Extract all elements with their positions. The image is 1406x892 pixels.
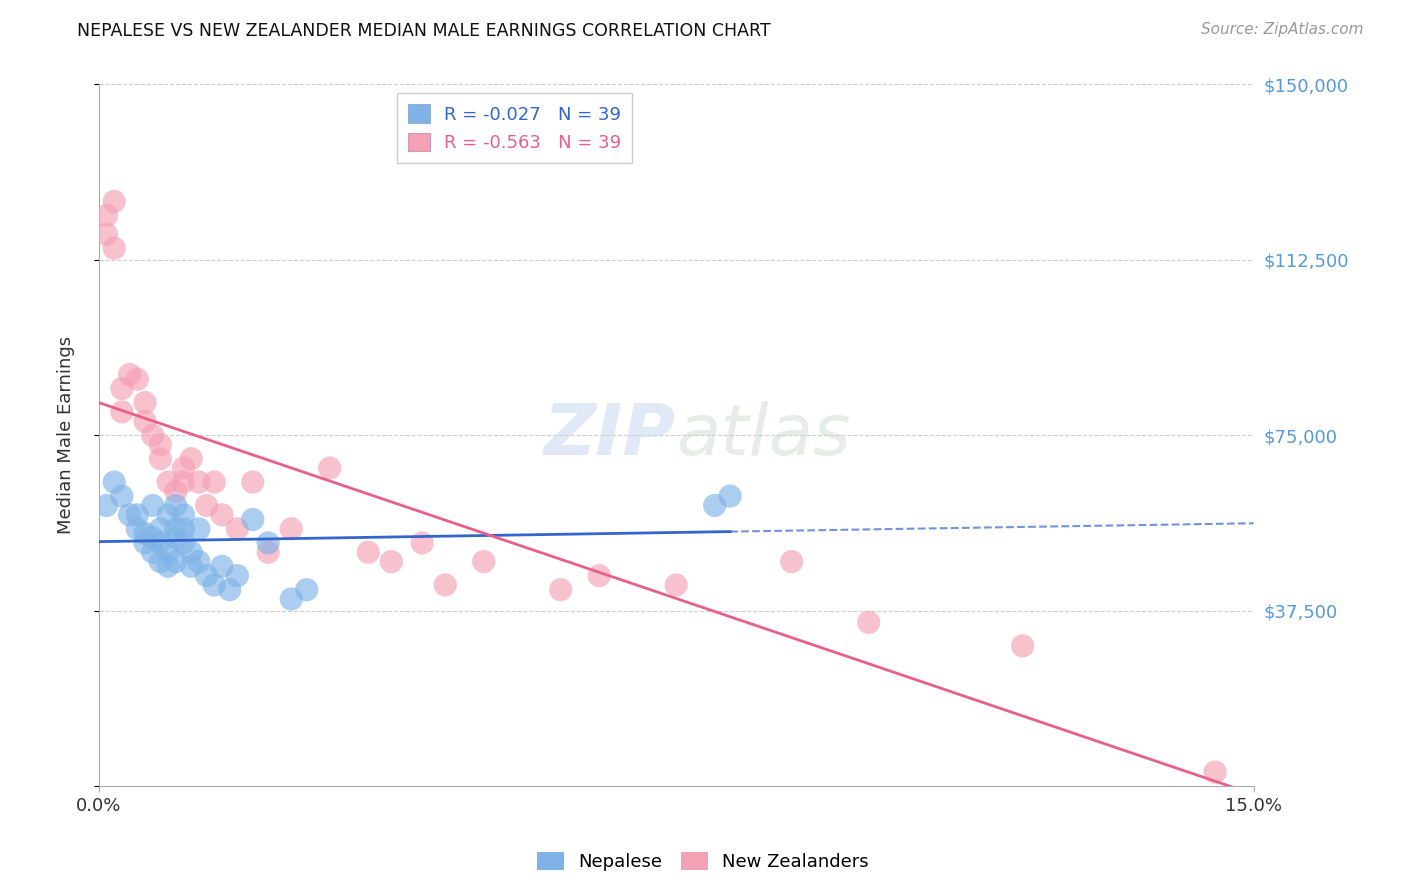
Point — [172, 522, 194, 536]
Point — [195, 568, 218, 582]
Point — [858, 615, 880, 630]
Point — [165, 531, 187, 545]
Point — [149, 522, 172, 536]
Point — [172, 508, 194, 522]
Point — [103, 241, 125, 255]
Point — [96, 227, 118, 241]
Point — [180, 559, 202, 574]
Point — [111, 405, 134, 419]
Point — [665, 578, 688, 592]
Point — [111, 382, 134, 396]
Point — [134, 395, 156, 409]
Point — [242, 512, 264, 526]
Point — [588, 568, 610, 582]
Point — [187, 475, 209, 489]
Point — [134, 414, 156, 428]
Point — [211, 508, 233, 522]
Point — [226, 522, 249, 536]
Point — [103, 194, 125, 209]
Point — [96, 209, 118, 223]
Point — [157, 559, 180, 574]
Point — [165, 555, 187, 569]
Point — [187, 555, 209, 569]
Point — [165, 522, 187, 536]
Point — [142, 499, 165, 513]
Point — [780, 555, 803, 569]
Point — [134, 526, 156, 541]
Point — [127, 372, 149, 386]
Point — [111, 489, 134, 503]
Text: NEPALESE VS NEW ZEALANDER MEDIAN MALE EARNINGS CORRELATION CHART: NEPALESE VS NEW ZEALANDER MEDIAN MALE EA… — [77, 22, 770, 40]
Point — [257, 545, 280, 559]
Point — [127, 508, 149, 522]
Point — [118, 508, 141, 522]
Point — [142, 428, 165, 442]
Point — [202, 578, 225, 592]
Point — [226, 568, 249, 582]
Point — [257, 536, 280, 550]
Point — [96, 499, 118, 513]
Point — [149, 451, 172, 466]
Point — [149, 536, 172, 550]
Point — [211, 559, 233, 574]
Text: atlas: atlas — [676, 401, 851, 470]
Point — [472, 555, 495, 569]
Point — [242, 475, 264, 489]
Point — [157, 545, 180, 559]
Point — [149, 555, 172, 569]
Point — [195, 499, 218, 513]
Point — [550, 582, 572, 597]
Text: ZIP: ZIP — [544, 401, 676, 470]
Point — [118, 368, 141, 382]
Y-axis label: Median Male Earnings: Median Male Earnings — [58, 336, 75, 534]
Point — [134, 536, 156, 550]
Point — [218, 582, 240, 597]
Point — [295, 582, 318, 597]
Point — [187, 522, 209, 536]
Point — [357, 545, 380, 559]
Text: Source: ZipAtlas.com: Source: ZipAtlas.com — [1201, 22, 1364, 37]
Legend: Nepalese, New Zealanders: Nepalese, New Zealanders — [530, 845, 876, 879]
Point — [434, 578, 457, 592]
Point — [172, 536, 194, 550]
Point — [180, 451, 202, 466]
Point — [172, 461, 194, 475]
Point — [127, 522, 149, 536]
Point — [149, 437, 172, 451]
Point — [319, 461, 342, 475]
Point — [411, 536, 433, 550]
Point — [718, 489, 741, 503]
Point — [1011, 639, 1033, 653]
Point — [703, 499, 725, 513]
Legend: R = -0.027   N = 39, R = -0.563   N = 39: R = -0.027 N = 39, R = -0.563 N = 39 — [396, 94, 631, 163]
Point — [380, 555, 402, 569]
Point — [142, 545, 165, 559]
Point — [172, 475, 194, 489]
Point — [157, 508, 180, 522]
Point — [180, 545, 202, 559]
Point — [165, 499, 187, 513]
Point — [280, 592, 302, 607]
Point — [157, 475, 180, 489]
Point — [1204, 765, 1226, 780]
Point — [280, 522, 302, 536]
Point — [142, 531, 165, 545]
Point — [165, 484, 187, 499]
Point — [103, 475, 125, 489]
Point — [202, 475, 225, 489]
